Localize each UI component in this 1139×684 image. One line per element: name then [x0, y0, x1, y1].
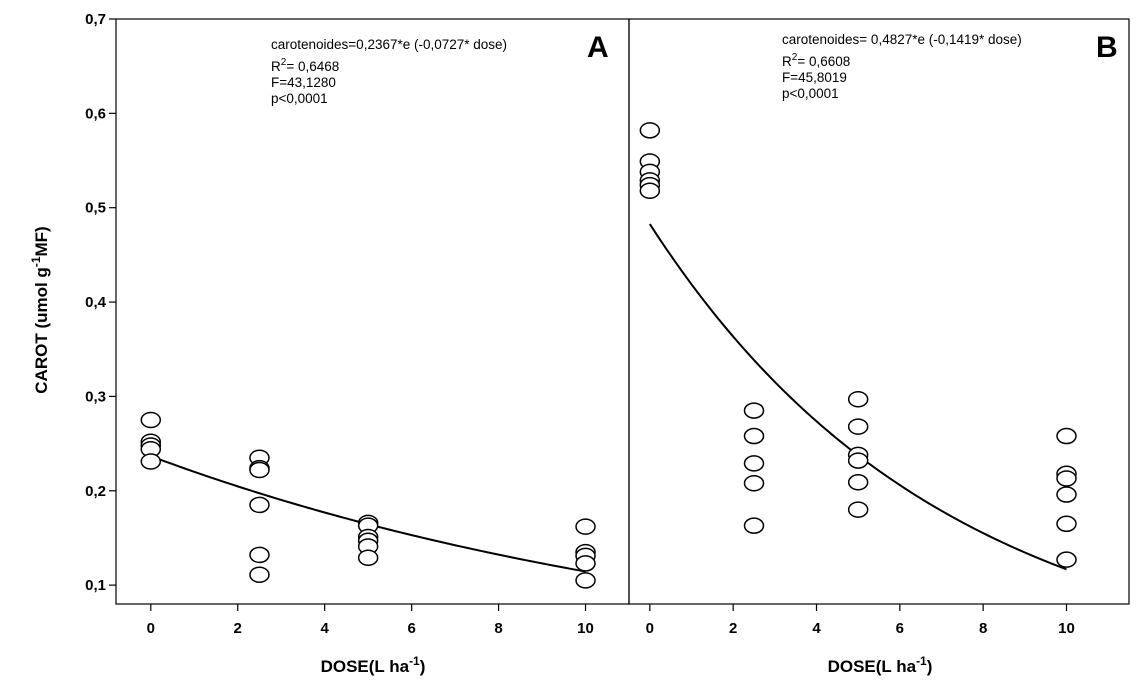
data-point: [249, 566, 270, 583]
y-tick-label: 0,4: [85, 294, 107, 311]
panel-a-x-ticks: 0 2 4 6 8 10: [147, 604, 594, 637]
data-point: [743, 427, 765, 445]
y-title-end: MF): [32, 226, 51, 256]
x-tick-label: 6: [407, 620, 415, 637]
panel-a-x-title-main: DOSE(L ha: [321, 657, 410, 676]
panel-b-x-title-main: DOSE(L ha: [828, 657, 917, 676]
x-tick-label: 4: [321, 620, 330, 637]
panel-b-x-title-end: ): [927, 657, 933, 676]
y-tick-label: 0,7: [85, 11, 106, 28]
data-point: [743, 474, 765, 492]
x-tick-label: 6: [896, 620, 904, 637]
panel-b-x-title-sup: -1: [916, 654, 927, 668]
x-tick-label: 4: [812, 620, 821, 637]
panel-b: 0 2 4 6 8 10 carotenoides= 0,4827*e (-0,1419*…: [628, 18, 1130, 676]
panel-a-x-title-end: ): [420, 657, 426, 676]
data-point: [847, 474, 869, 491]
panel-a-label: A: [587, 31, 609, 64]
data-point: [140, 453, 162, 470]
data-point: [575, 572, 596, 589]
data-point: [639, 182, 661, 199]
panel-b-r2-prefix: R: [782, 54, 792, 69]
y-title-main: CAROT (umol g: [32, 267, 51, 394]
data-point: [1056, 427, 1077, 445]
panel-a-equation: carotenoides=0,2367*e (-0,0727* dose): [271, 37, 507, 52]
x-tick-label: 0: [147, 620, 155, 637]
panel-a-x-axis-title: DOSE(L ha-1): [321, 654, 426, 676]
panel-b-r2: R2= 0,6608: [782, 52, 850, 69]
data-point: [249, 496, 270, 514]
panel-b-p: p<0,0001: [782, 86, 839, 101]
panel-b-points: [639, 122, 1077, 568]
panel-a-r2: R2= 0,6468: [271, 57, 339, 74]
data-point: [140, 411, 162, 429]
panel-a-r2-sup: 2: [281, 57, 287, 68]
data-point: [847, 501, 869, 518]
y-tick-label: 0,1: [85, 577, 106, 594]
data-point: [1056, 486, 1077, 503]
data-point: [847, 391, 869, 408]
y-tick-label: 0,3: [85, 388, 106, 405]
x-tick-label: 0: [646, 620, 654, 637]
data-point: [847, 418, 869, 435]
x-tick-label: 10: [1058, 620, 1075, 637]
data-point: [1056, 470, 1077, 487]
x-tick-label: 2: [729, 620, 737, 637]
data-point: [357, 549, 379, 567]
y-title-sup: -1: [29, 256, 43, 267]
x-tick-label: 8: [494, 620, 502, 637]
panel-b-f: F=45,8019: [782, 70, 847, 85]
x-tick-label: 10: [577, 620, 594, 637]
data-point: [575, 518, 596, 535]
panel-a-points: [140, 411, 596, 589]
panel-a-x-title-sup: -1: [409, 654, 420, 668]
panel-a: 0 2 4 6 8 10 0,1 0,2 0,3 0,4 0,5 0,6 0,7 carotenoid…: [29, 11, 630, 676]
panel-b-r2-sup: 2: [792, 52, 798, 63]
data-point: [575, 555, 596, 572]
panel-a-f: F=43,1280: [271, 75, 336, 90]
panel-a-p: p<0,0001: [271, 91, 328, 106]
panel-b-r2-value: = 0,6608: [797, 54, 850, 69]
data-point: [847, 452, 869, 469]
y-tick-label: 0,2: [85, 483, 106, 500]
panel-b-x-ticks: 0 2 4 6 8 10: [646, 604, 1075, 637]
panel-a-r2-value: = 0,6468: [286, 59, 339, 74]
panel-b-equation: carotenoides= 0,4827*e (-0,1419* dose): [782, 32, 1022, 47]
x-tick-label: 8: [979, 620, 987, 637]
panel-a-r2-prefix: R: [271, 59, 281, 74]
y-axis-title: CAROT (umol g-1MF): [29, 226, 51, 393]
data-point: [639, 122, 661, 139]
panel-b-frame: [628, 18, 1130, 605]
data-point: [1056, 551, 1077, 568]
y-tick-label: 0,5: [85, 200, 106, 217]
data-point: [743, 402, 765, 419]
panel-b-label: B: [1096, 31, 1118, 64]
data-point: [743, 517, 765, 534]
panel-b-x-axis-title: DOSE(L ha-1): [828, 654, 933, 676]
panel-a-y-ticks: 0,1 0,2 0,3 0,4 0,5 0,6 0,7: [85, 11, 116, 594]
x-tick-label: 2: [234, 620, 242, 637]
data-point: [249, 461, 270, 479]
data-point: [249, 546, 270, 564]
data-point: [1056, 515, 1077, 533]
data-point: [743, 455, 765, 472]
y-tick-label: 0,6: [85, 105, 106, 122]
